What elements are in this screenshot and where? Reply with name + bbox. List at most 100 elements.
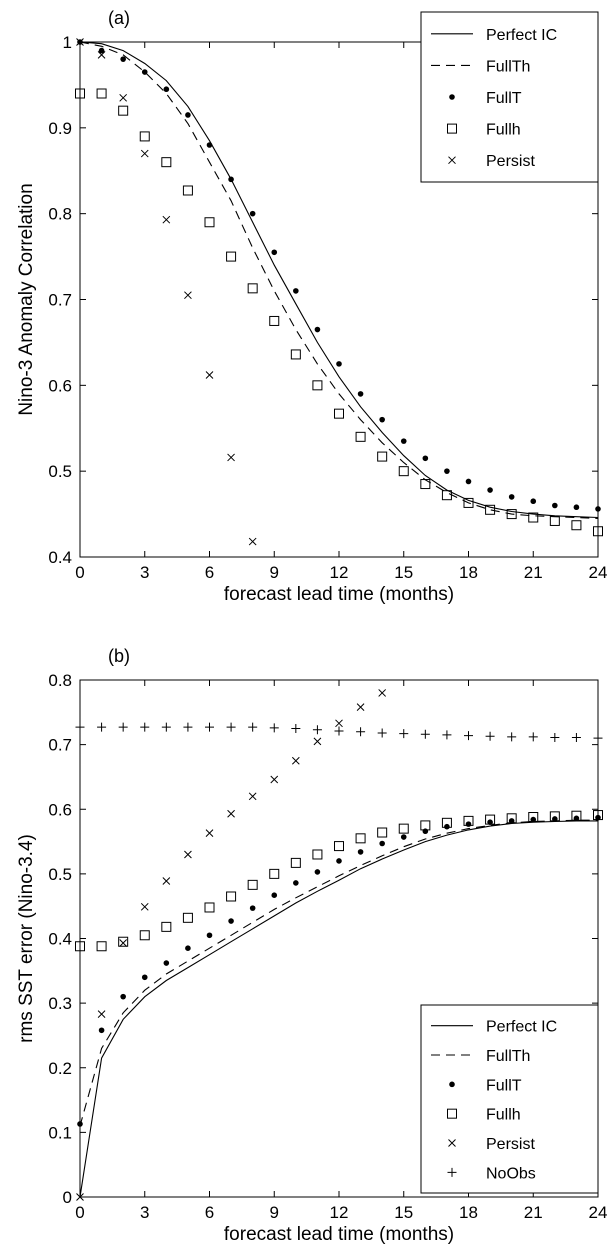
data-point — [293, 880, 299, 886]
data-point — [463, 497, 474, 508]
data-point — [96, 88, 107, 99]
legend-swatch — [449, 1081, 455, 1088]
data-point — [355, 833, 366, 844]
y-axis-label: Nino-3 Anomaly Correlation — [16, 183, 37, 415]
data-point — [97, 722, 107, 732]
data-point — [185, 112, 191, 118]
data-point — [336, 361, 342, 367]
data-point — [269, 868, 280, 879]
x-tick-label: 6 — [205, 1203, 214, 1222]
data-point — [249, 905, 256, 911]
data-point — [96, 941, 107, 952]
y-tick-label: 0.7 — [48, 736, 72, 755]
data-point — [422, 455, 429, 462]
data-point — [227, 809, 235, 818]
data-point — [161, 921, 172, 932]
x-tick-label: 21 — [524, 563, 543, 582]
data-point — [377, 728, 387, 738]
series-line — [79, 41, 599, 519]
data-point — [444, 468, 450, 474]
data-point — [247, 879, 258, 890]
data-point — [141, 974, 148, 981]
data-point — [506, 509, 517, 520]
data-point — [336, 858, 342, 864]
legend-label: Perfect IC — [486, 1019, 557, 1036]
data-point — [140, 722, 150, 732]
data-point — [487, 487, 493, 493]
data-point — [550, 733, 560, 743]
x-tick-label: 24 — [589, 1203, 608, 1222]
data-point — [290, 349, 301, 360]
data-point — [76, 1193, 84, 1201]
data-point — [312, 849, 323, 860]
series-fullt — [77, 814, 601, 1127]
data-point — [335, 719, 343, 728]
x-tick-label: 0 — [75, 1203, 84, 1222]
y-tick-label: 0.6 — [48, 800, 72, 819]
data-point — [485, 731, 495, 741]
data-point — [161, 157, 172, 168]
data-point — [228, 176, 234, 183]
legend-label: NoObs — [486, 1165, 536, 1182]
data-point — [528, 812, 539, 823]
data-point — [485, 814, 496, 825]
data-point — [313, 737, 322, 746]
y-tick-label: 0.4 — [48, 548, 72, 567]
data-point — [334, 841, 344, 852]
legend-label: FullTh — [486, 58, 530, 75]
x-tick-label: 21 — [524, 1203, 543, 1222]
data-point — [465, 478, 472, 485]
data-point — [161, 722, 171, 732]
data-point — [571, 733, 581, 743]
data-point — [573, 815, 580, 822]
data-point — [77, 1121, 83, 1127]
legend-swatch — [447, 123, 457, 134]
data-point — [399, 729, 409, 739]
data-point — [140, 149, 149, 158]
series-noobs — [75, 722, 603, 743]
data-point — [334, 726, 344, 736]
data-point — [593, 733, 603, 743]
data-point — [314, 869, 321, 875]
legend-swatch — [448, 1139, 456, 1147]
y-tick-label: 0.5 — [48, 462, 72, 481]
data-point — [444, 823, 450, 830]
panel-label: (b) — [108, 646, 130, 666]
data-point — [182, 185, 193, 196]
data-point — [98, 47, 105, 54]
data-point — [441, 490, 452, 501]
data-point — [120, 993, 126, 1000]
data-point — [205, 829, 214, 838]
data-point — [530, 816, 537, 823]
data-point — [291, 756, 300, 765]
data-point — [530, 498, 537, 505]
series-fullh — [75, 88, 603, 537]
data-point — [139, 131, 150, 142]
data-point — [398, 823, 409, 834]
y-tick-label: 0.2 — [48, 1059, 72, 1078]
data-point — [463, 815, 474, 826]
legend-swatch — [448, 156, 456, 165]
data-point — [508, 494, 515, 500]
data-point — [552, 816, 558, 822]
x-tick-label: 6 — [205, 563, 214, 582]
chart-panel-b: 0 3 6 9 12 15 18 21 24 0 0.1 0.2 0.3 0.4 0.5 0.6 0.7 0.8 f… — [16, 646, 607, 1245]
data-point — [118, 936, 129, 947]
legend-label: FullT — [486, 90, 522, 107]
data-point — [248, 722, 258, 732]
data-point — [75, 722, 85, 732]
data-point — [249, 210, 256, 217]
legend: Perfect IC FullTh FullT Fullh Persist NoObs — [420, 1004, 599, 1194]
x-tick-label: 9 — [270, 563, 279, 582]
data-point — [119, 93, 128, 102]
x-tick-label: 9 — [270, 1203, 279, 1222]
data-point — [162, 877, 171, 885]
x-axis-label: forecast lead time (months) — [224, 1224, 454, 1245]
data-point — [76, 38, 84, 46]
data-point — [205, 371, 214, 379]
data-point — [290, 857, 301, 868]
data-point — [573, 504, 580, 511]
data-point — [398, 466, 409, 477]
data-point — [184, 850, 192, 859]
data-point — [528, 732, 538, 742]
